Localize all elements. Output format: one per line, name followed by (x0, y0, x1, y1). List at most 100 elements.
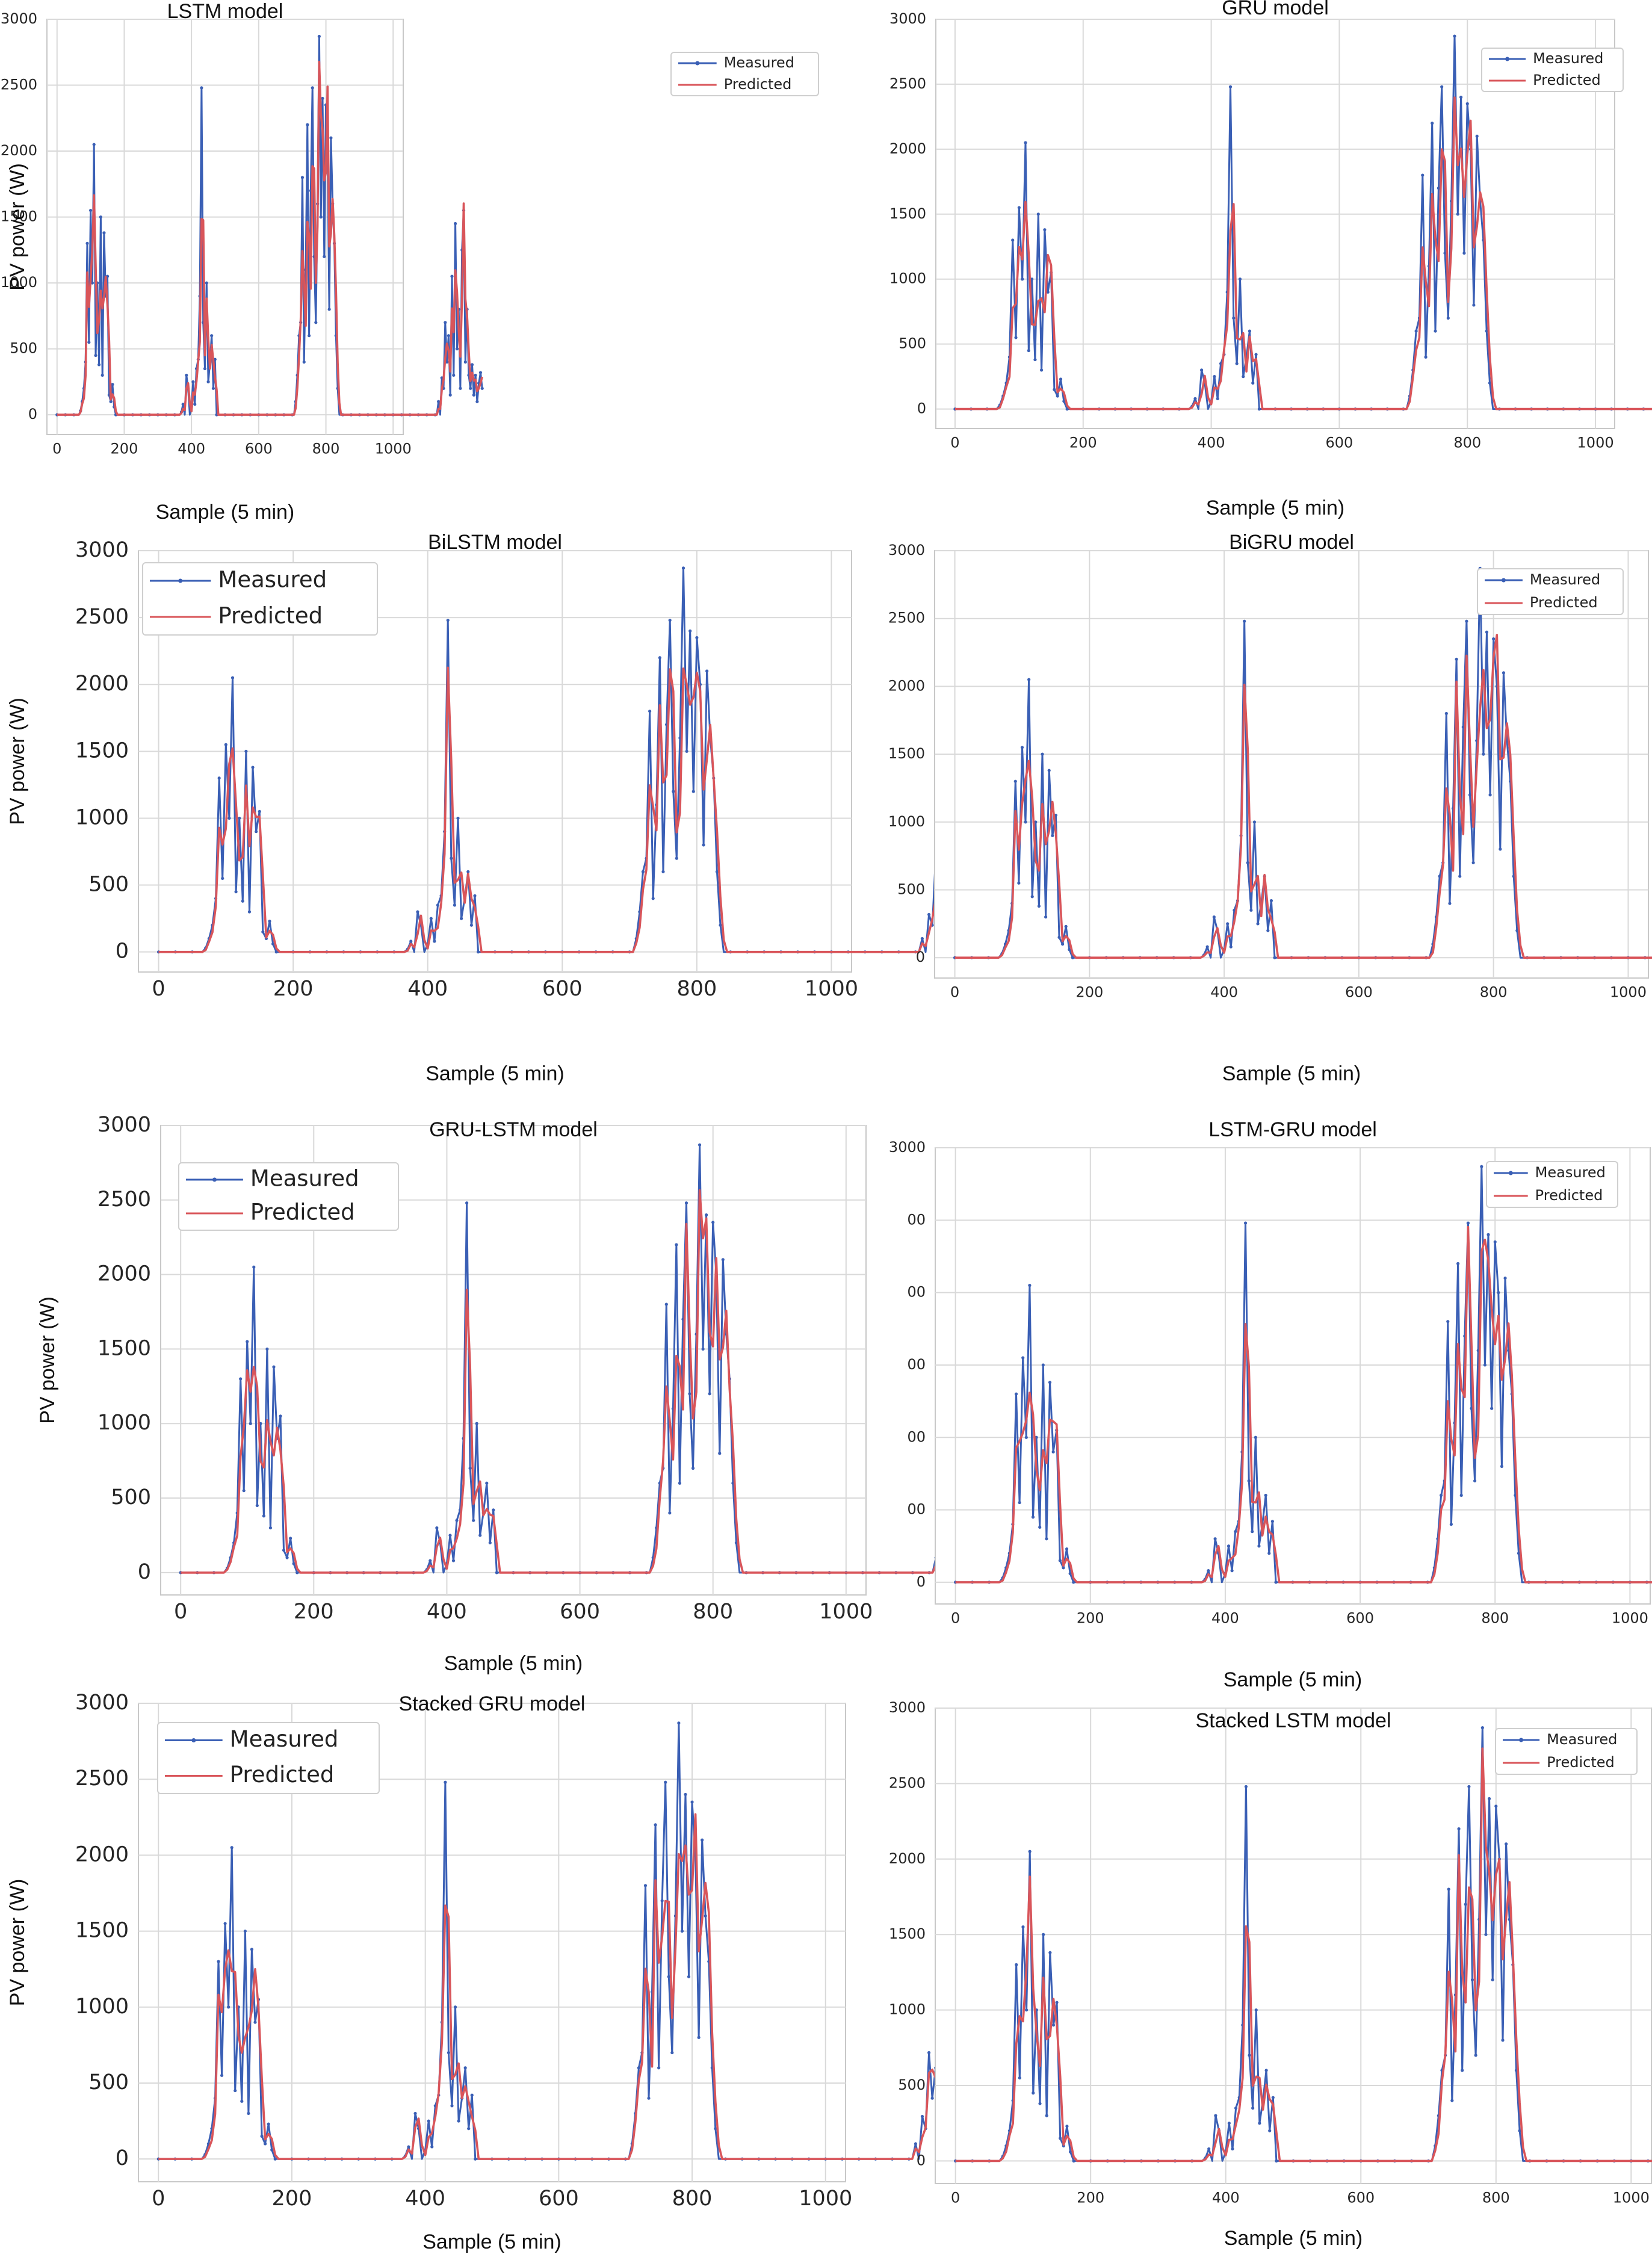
measured-point (1256, 922, 1260, 926)
measured-point (1472, 303, 1476, 307)
measured-point (708, 1392, 711, 1396)
measured-point (701, 1347, 705, 1351)
measured-point (1273, 956, 1276, 959)
measured-point (251, 766, 255, 769)
y-tick-label: 2500 (889, 75, 926, 92)
measured-point (1251, 2107, 1255, 2110)
panel-1: 0 500 1000 1500 2000 2500 3000 0 200 400 600 800 100… (889, 0, 1652, 519)
measured-point (1232, 316, 1236, 320)
legend: Measured Predicted (1495, 1728, 1638, 1775)
measured-legend-marker (191, 1738, 196, 1742)
measured-point (1032, 2091, 1035, 2095)
x-tick-label: 0 (950, 435, 959, 451)
measured-point (271, 942, 275, 946)
measured-point (292, 1562, 295, 1565)
measured-point (409, 940, 413, 943)
measured-point (685, 749, 688, 753)
y-tick-label: 2500 (75, 605, 129, 629)
y-tick-label: 3000 (75, 1691, 129, 1715)
measured-point (285, 1556, 289, 1559)
measured-point (1501, 2039, 1505, 2042)
predicted-legend-label: Predicted (230, 1762, 335, 1788)
measured-point (1491, 1978, 1494, 1982)
y-tick-label: 1500 (75, 738, 129, 763)
predicted-series-line (954, 634, 1652, 959)
measured-legend-label: Measured (230, 1726, 339, 1752)
measured-point (1254, 2008, 1258, 2012)
measured-point (1042, 1933, 1045, 1936)
measured-point (1471, 861, 1475, 865)
x-tick-label: 800 (312, 441, 340, 457)
measured-point (1216, 397, 1219, 400)
measured-point (1051, 1450, 1055, 1454)
measured-point (1456, 1262, 1460, 1266)
chart-title: Stacked GRU model (399, 1692, 586, 1715)
x-tick-label: 1000 (819, 1600, 873, 1624)
measured-point (258, 810, 261, 813)
measured-point (678, 1481, 682, 1485)
measured-point (641, 870, 645, 873)
measured-point (1028, 1284, 1032, 1287)
measured-point (1485, 630, 1489, 634)
x-tick-label: 400 (1198, 435, 1225, 451)
measured-point (221, 876, 224, 881)
measured-point (1465, 102, 1469, 105)
measured-point (1497, 1291, 1500, 1295)
measured-point (1062, 1566, 1065, 1570)
measured-point (478, 371, 483, 374)
measured-point (1487, 1797, 1491, 1801)
measured-point (97, 363, 101, 367)
legend: Measured Predicted (142, 562, 378, 636)
measured-point (688, 1392, 691, 1396)
x-tick-label: 1000 (799, 2187, 852, 2211)
measured-point (667, 1975, 670, 1978)
y-tick-label: 1000 (1, 274, 37, 291)
measured-legend-label: Measured (724, 54, 794, 71)
measured-point (1059, 2137, 1062, 2140)
measured-point (1065, 407, 1069, 411)
measured-point (270, 2148, 274, 2152)
measured-point (1017, 881, 1021, 885)
measured-point (456, 816, 460, 820)
y-tick-label: 0 (916, 949, 925, 965)
measured-point (1036, 212, 1040, 216)
measured-point (469, 923, 473, 927)
y-tick-label: 2000 (888, 677, 925, 694)
y-tick-label: 500 (88, 2070, 129, 2094)
measured-point (1421, 173, 1425, 177)
measured-point (99, 215, 102, 219)
measured-point (1446, 1320, 1450, 1324)
y-tick-label: 3000 (75, 538, 129, 562)
measured-point (1015, 1963, 1018, 1966)
y-tick-label: 0 (116, 2146, 129, 2170)
measured-point (1485, 329, 1488, 333)
measured-point (1018, 2076, 1021, 2080)
measured-point (1051, 834, 1054, 837)
measured-point (1443, 251, 1447, 255)
measured-point (321, 96, 324, 101)
measured-point (1494, 1804, 1498, 1808)
measured-point (1474, 2054, 1477, 2057)
measured-point (206, 380, 210, 383)
x-tick-label: 0 (950, 984, 959, 1001)
measured-point (475, 400, 479, 403)
plot-area (46, 19, 404, 435)
measured-point (1021, 1356, 1025, 1360)
predicted-legend-label: Predicted (1547, 1754, 1615, 1771)
panel-4: 0 500 1000 1500 2000 2500 3000 0 200 400 600 800 100… (36, 1113, 1024, 1675)
measured-point (453, 2005, 457, 2009)
y-tick-label: 0 (917, 2152, 926, 2169)
measured-point (473, 894, 477, 897)
measured-point (1275, 2159, 1278, 2163)
measured-point (1056, 394, 1059, 398)
plot-area (935, 1147, 1651, 1605)
measured-point (1270, 1520, 1274, 1523)
measured-point (1488, 793, 1492, 797)
measured-point (295, 1571, 299, 1574)
measured-legend-marker (1505, 57, 1510, 61)
measured-point (1459, 1493, 1463, 1497)
measured-point (1048, 1951, 1052, 1954)
measured-point (1021, 1925, 1025, 1929)
x-tick-label: 1000 (1610, 984, 1647, 1001)
y-axis-label: PV power (W) (6, 698, 29, 825)
